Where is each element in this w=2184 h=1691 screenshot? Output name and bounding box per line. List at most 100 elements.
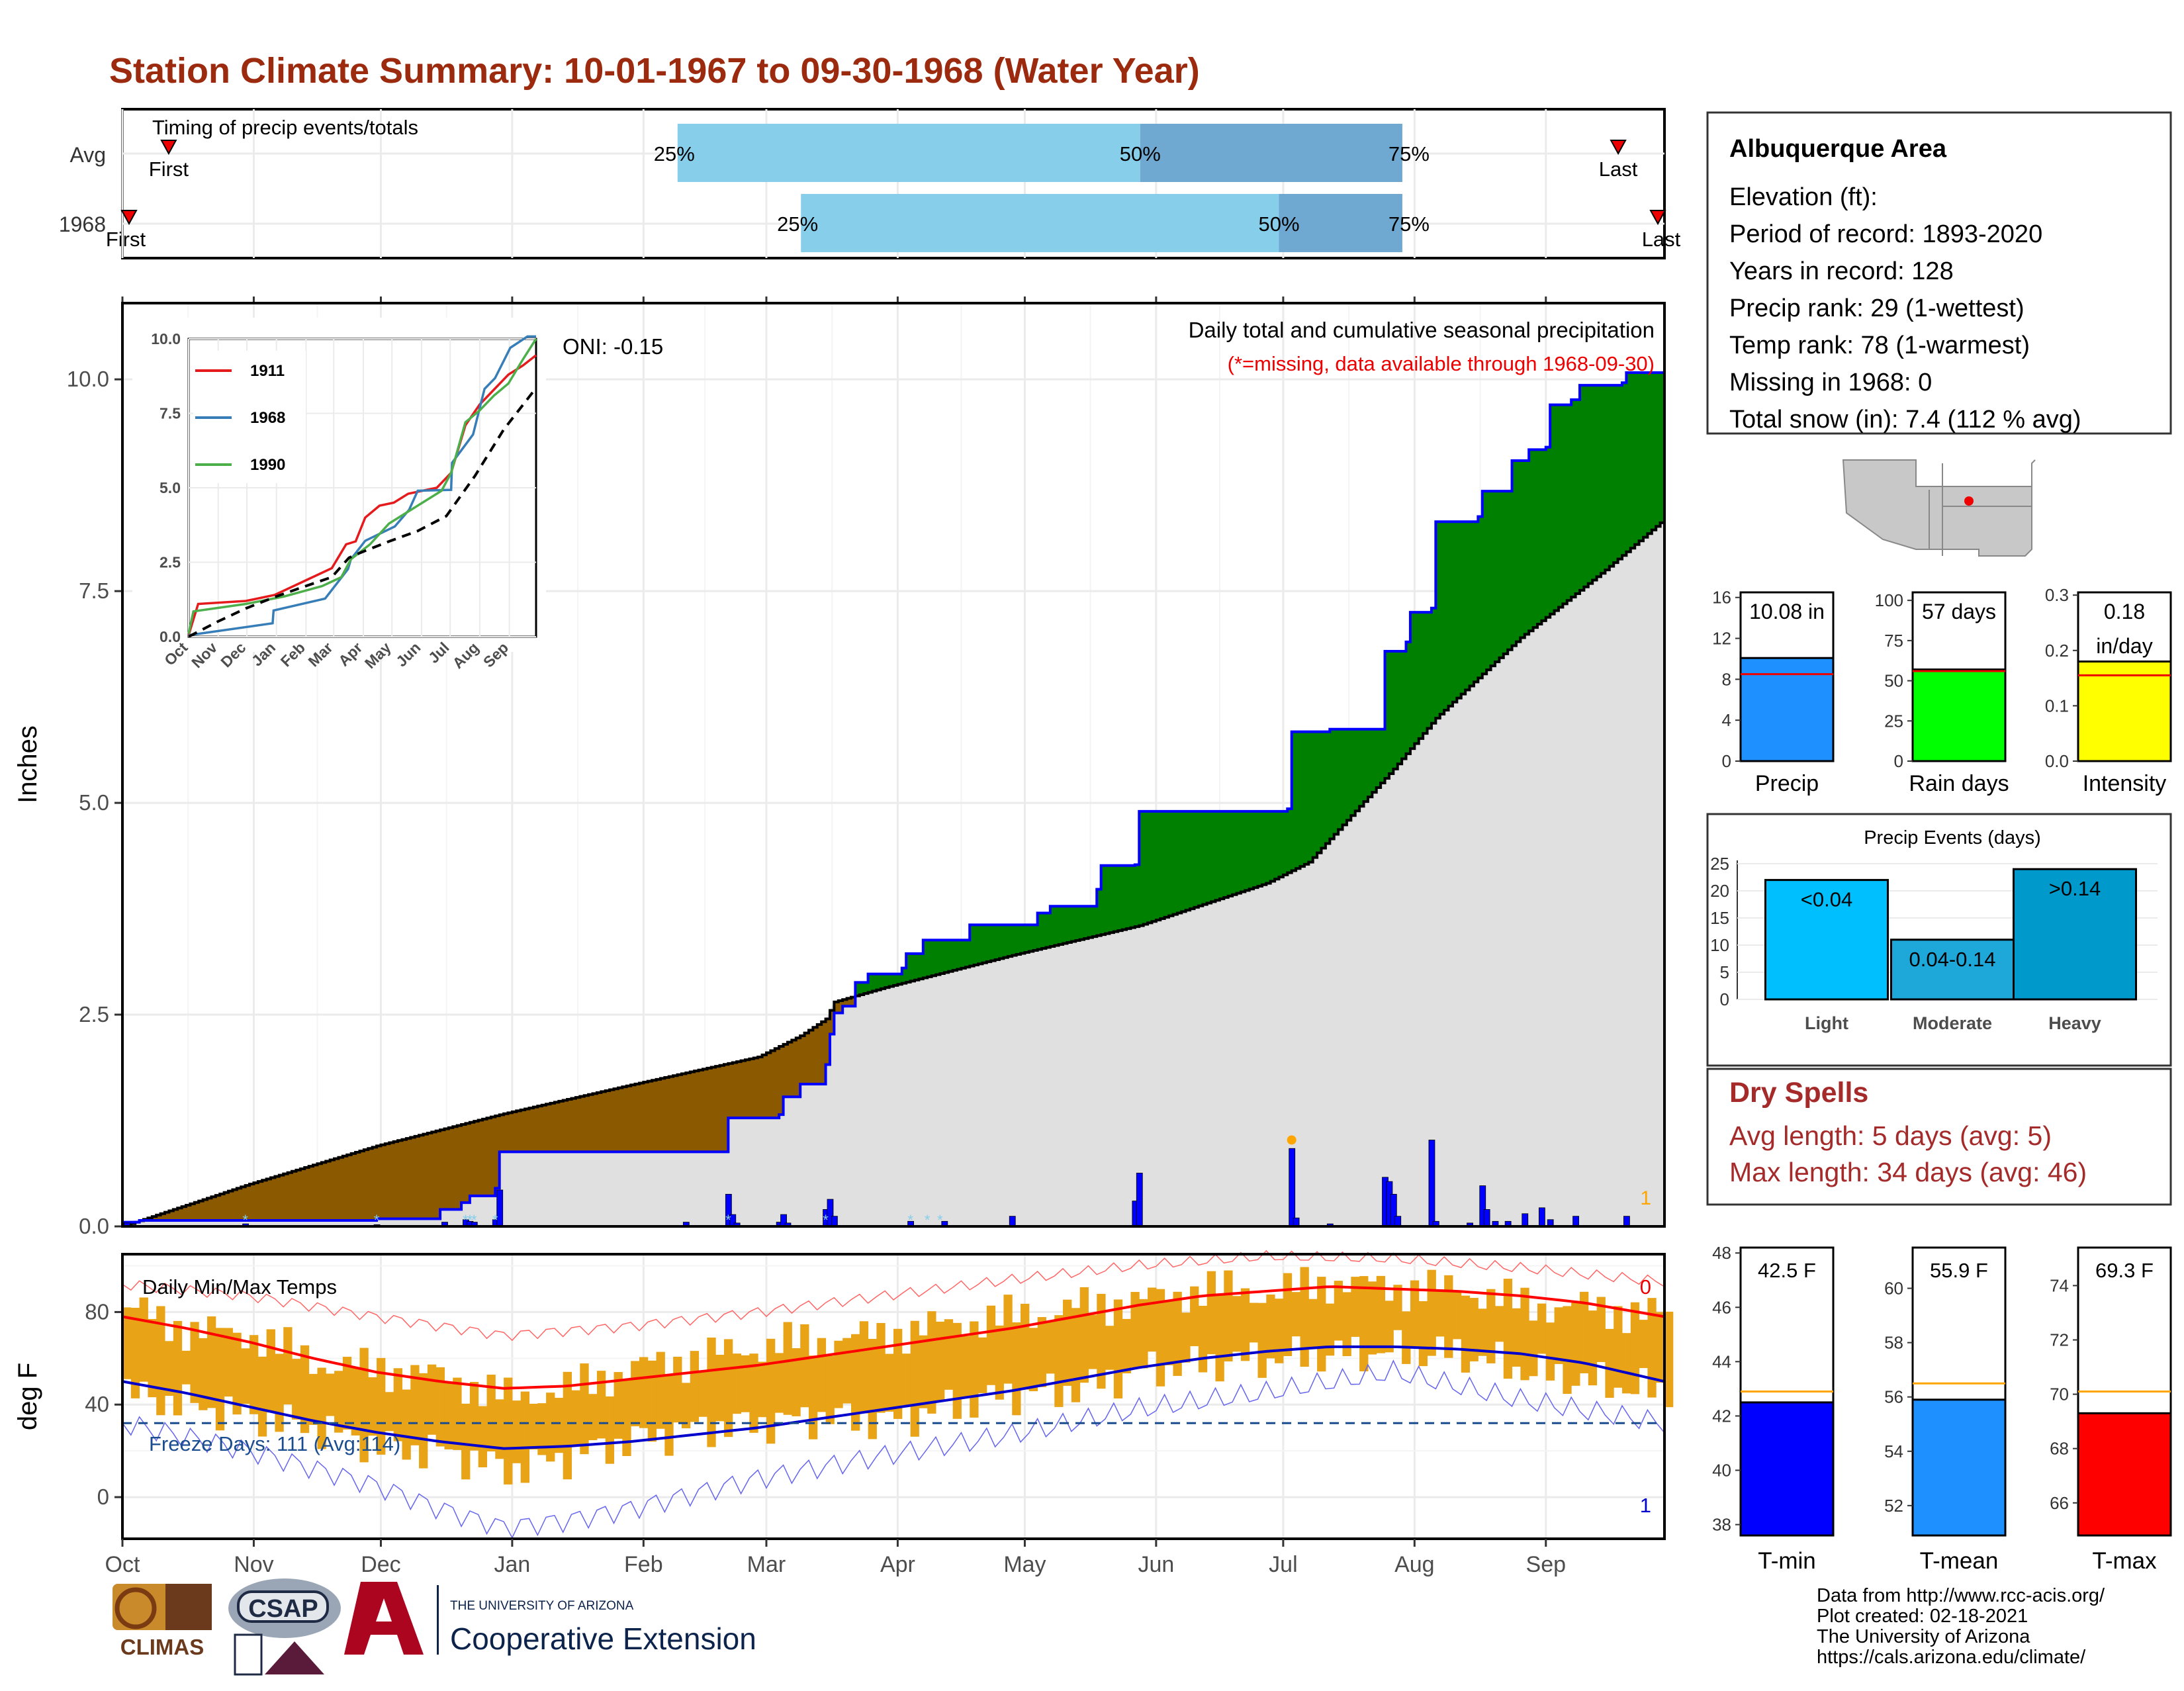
daily-temp-range-bar	[1292, 1292, 1300, 1336]
precip-corner-count: 1	[1640, 1187, 1651, 1209]
daily-temp-range-bar	[461, 1404, 470, 1479]
deficit-area	[770, 1050, 775, 1118]
month-label: Apr	[880, 1552, 915, 1577]
deficit-area	[809, 1030, 813, 1084]
temp-bar-tick-label: 40	[1712, 1461, 1731, 1481]
surplus-area	[1635, 373, 1639, 545]
temp-corner-min: 1	[1640, 1494, 1651, 1517]
mini-bar-tick-label: 0.0	[2045, 751, 2069, 771]
surplus-area	[1368, 729, 1373, 797]
daily-temp-range-bar	[826, 1356, 835, 1424]
surplus-area	[1440, 522, 1445, 714]
timing-p25-label: 25%	[654, 142, 695, 165]
daily-temp-range-bar	[1428, 1270, 1436, 1356]
daily-temp-range-bar	[766, 1339, 775, 1444]
mini-bar-tick-label: 12	[1712, 629, 1731, 649]
surplus-area	[1071, 906, 1076, 941]
surplus-area	[1428, 612, 1432, 728]
daily-temp-range-bar	[639, 1357, 648, 1428]
surplus-area	[1215, 811, 1220, 900]
svg-text:THE UNIVERSITY OF ARIZONA: THE UNIVERSITY OF ARIZONA	[450, 1599, 634, 1613]
surplus-area	[1262, 811, 1267, 885]
inset-legend-label: 1968	[250, 409, 285, 427]
daily-temp-range-bar	[606, 1396, 614, 1464]
temp-ytick-label: 40	[85, 1392, 109, 1416]
station-location-marker	[1964, 496, 1974, 506]
events-category-label: Moderate	[1913, 1013, 1992, 1033]
deficit-area	[317, 1164, 322, 1220]
daily-precip-bar	[831, 1216, 837, 1226]
daily-temp-range-bar	[1563, 1306, 1571, 1394]
deficit-area	[415, 1136, 420, 1219]
deficit-area	[250, 1184, 254, 1220]
deficit-area	[817, 1025, 822, 1084]
deficit-area	[419, 1135, 424, 1218]
surplus-area	[1250, 811, 1254, 889]
surplus-area	[1199, 811, 1203, 906]
surplus-area	[1317, 732, 1322, 853]
deficit-area	[491, 1117, 496, 1196]
daily-temp-range-bar	[1334, 1281, 1343, 1340]
deficit-area	[542, 1105, 547, 1152]
surplus-area	[1541, 449, 1546, 621]
deficit-area	[271, 1177, 275, 1220]
mini-bar-tick-label: 25	[1884, 711, 1903, 731]
surplus-area	[1592, 385, 1597, 580]
surplus-area	[999, 925, 1004, 958]
surplus-area	[1639, 373, 1644, 541]
deficit-area	[478, 1120, 483, 1196]
daily-temp-range-bar	[1232, 1296, 1241, 1351]
daily-temp-range-bar	[1148, 1287, 1156, 1351]
daily-temp-range-bar	[402, 1390, 410, 1460]
deficit-area	[788, 1042, 792, 1097]
inset-legend-label: 1911	[250, 362, 285, 380]
surplus-area	[1559, 405, 1563, 608]
deficit-area	[486, 1118, 491, 1196]
daily-temp-range-bar	[1605, 1329, 1614, 1398]
surplus-area	[1525, 461, 1529, 634]
deficit-area	[436, 1131, 441, 1219]
daily-temp-range-bar	[944, 1319, 953, 1390]
deficit-area	[398, 1140, 402, 1218]
surplus-area	[991, 925, 995, 960]
daily-temp-range-bar	[978, 1338, 987, 1393]
deficit-area	[614, 1089, 619, 1152]
daily-precip-bar	[1429, 1140, 1435, 1226]
daily-temp-range-bar	[385, 1392, 394, 1431]
timing-last-label: Last	[1642, 228, 1681, 251]
deficit-area	[267, 1179, 271, 1220]
deficit-area	[389, 1143, 394, 1219]
surplus-area	[1075, 906, 1080, 940]
deficit-area	[521, 1110, 525, 1152]
daily-temp-range-bar	[800, 1324, 809, 1407]
daily-temp-range-bar	[715, 1355, 724, 1421]
surplus-area	[1364, 729, 1369, 801]
deficit-area	[678, 1075, 682, 1152]
deficit-area	[686, 1073, 690, 1152]
surplus-area	[1322, 732, 1326, 848]
surplus-area	[1003, 925, 1008, 957]
deficit-area	[373, 1147, 377, 1220]
deficit-area	[296, 1170, 300, 1220]
surplus-area	[1529, 449, 1533, 631]
surplus-area	[872, 974, 877, 991]
daily-temp-range-bar	[368, 1377, 377, 1436]
surplus-area	[1520, 461, 1525, 637]
temp-bar-value-text: 55.9 F	[1930, 1259, 1988, 1282]
daily-temp-range-bar	[1122, 1319, 1131, 1373]
daily-temp-range-bar	[664, 1375, 673, 1456]
daily-temp-range-bar	[1495, 1306, 1504, 1342]
surplus-area	[1474, 522, 1479, 682]
surplus-area	[944, 940, 949, 972]
timing-row-1968-label: 1968	[59, 212, 106, 236]
surplus-area	[1626, 373, 1631, 552]
surplus-area	[915, 954, 919, 980]
deficit-area	[237, 1188, 242, 1220]
deficit-area	[715, 1066, 720, 1152]
daily-temp-range-bar	[529, 1404, 538, 1449]
surplus-area	[940, 940, 944, 974]
daily-temp-range-bar	[1250, 1303, 1258, 1343]
daily-temp-range-bar	[326, 1374, 334, 1416]
deficit-area	[762, 1055, 767, 1118]
